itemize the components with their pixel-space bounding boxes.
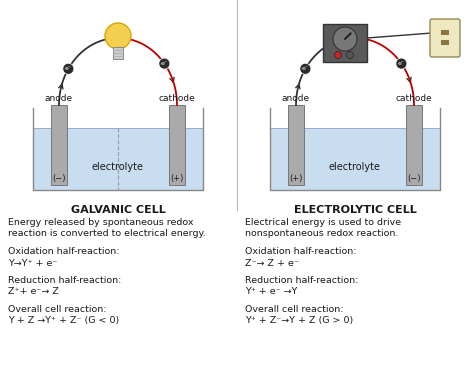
Circle shape	[63, 63, 74, 74]
Text: (−): (−)	[52, 174, 66, 183]
Text: Z⁺+ e⁻→ Z: Z⁺+ e⁻→ Z	[8, 288, 59, 296]
Text: Oxidation half-reaction:: Oxidation half-reaction:	[8, 247, 119, 256]
Bar	[33, 128, 203, 190]
FancyBboxPatch shape	[430, 19, 460, 57]
Circle shape	[105, 23, 131, 49]
Bar	[169, 105, 185, 185]
Bar	[323, 24, 367, 62]
Text: (+): (+)	[289, 174, 303, 183]
Text: GALVANIC CELL: GALVANIC CELL	[71, 205, 165, 215]
Text: e⁻: e⁻	[302, 66, 309, 71]
Circle shape	[396, 58, 407, 69]
Text: Reduction half-reaction:: Reduction half-reaction:	[245, 276, 358, 285]
Circle shape	[300, 63, 311, 74]
Circle shape	[346, 51, 354, 59]
Text: electrolyte: electrolyte	[92, 162, 144, 172]
Text: Y⁺ + Z⁻→Y + Z (G > 0): Y⁺ + Z⁻→Y + Z (G > 0)	[245, 316, 353, 325]
Bar	[51, 105, 67, 185]
Bar	[288, 105, 304, 185]
Circle shape	[333, 27, 357, 51]
Text: ELECTROLYTIC CELL: ELECTROLYTIC CELL	[293, 205, 416, 215]
Bar	[441, 40, 449, 45]
Text: nonspontaneous redox reaction.: nonspontaneous redox reaction.	[245, 229, 398, 239]
Text: Y→Y⁺ + e⁻: Y→Y⁺ + e⁻	[8, 259, 57, 268]
Text: cathode: cathode	[396, 94, 432, 103]
Text: electrolyte: electrolyte	[329, 162, 381, 172]
Text: anode: anode	[45, 94, 73, 103]
Text: (+): (+)	[170, 174, 184, 183]
Text: Reduction half-reaction:: Reduction half-reaction:	[8, 276, 121, 285]
Bar	[113, 47, 123, 59]
Bar	[406, 105, 422, 185]
Bar	[441, 30, 449, 35]
Text: e⁻: e⁻	[65, 66, 72, 71]
Text: Oxidation half-reaction:: Oxidation half-reaction:	[245, 247, 356, 256]
Text: anode: anode	[282, 94, 310, 103]
Text: Overall cell reaction:: Overall cell reaction:	[245, 305, 344, 314]
Text: Y⁺ + e⁻ →Y: Y⁺ + e⁻ →Y	[245, 288, 297, 296]
Circle shape	[159, 58, 170, 69]
Text: Electrical energy is used to drive: Electrical energy is used to drive	[245, 218, 401, 227]
Circle shape	[335, 51, 341, 59]
Text: e⁻: e⁻	[161, 61, 168, 66]
Text: e⁻: e⁻	[398, 61, 405, 66]
Text: Energy released by spontaneous redox: Energy released by spontaneous redox	[8, 218, 193, 227]
Text: reaction is converted to electrical energy.: reaction is converted to electrical ener…	[8, 229, 206, 239]
Text: Z⁻→ Z + e⁻: Z⁻→ Z + e⁻	[245, 259, 299, 268]
Text: (−): (−)	[407, 174, 421, 183]
Text: Y + Z →Y⁺ + Z⁻ (G < 0): Y + Z →Y⁺ + Z⁻ (G < 0)	[8, 316, 119, 325]
Text: Overall cell reaction:: Overall cell reaction:	[8, 305, 107, 314]
Bar	[270, 128, 440, 190]
Text: cathode: cathode	[159, 94, 195, 103]
